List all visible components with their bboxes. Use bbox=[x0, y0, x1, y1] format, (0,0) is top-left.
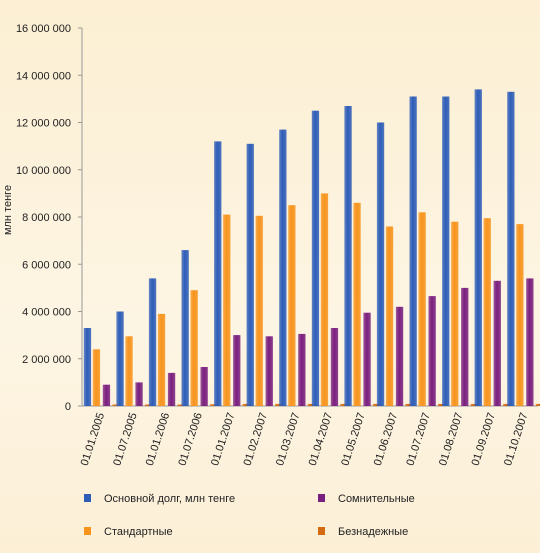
bar-01.07.2005-series-1 bbox=[116, 311, 124, 406]
bar-01.01.2005-series-1 bbox=[83, 328, 92, 406]
category-label: 01.08.2007 bbox=[437, 411, 465, 467]
bar-01.01.2006-series-1 bbox=[148, 278, 157, 406]
bar-01.03.2007-series-2 bbox=[288, 205, 296, 406]
bar-01.07.2007-series-2 bbox=[418, 212, 426, 406]
bar-01.01.2006-series-4 bbox=[177, 404, 185, 406]
bar-01.01.2007-series-2 bbox=[223, 214, 231, 406]
bar-01.07.2006-series-3 bbox=[200, 367, 208, 406]
y-axis-title: млн тенге bbox=[2, 185, 14, 235]
bar-01.06.2007-series-3 bbox=[395, 306, 404, 406]
y-tick-label: 0 bbox=[65, 401, 71, 413]
bar-01.01.2005-series-4 bbox=[112, 404, 120, 406]
y-tick-label: 10 000 000 bbox=[16, 165, 71, 177]
bar-01.05.2007-series-4 bbox=[372, 403, 381, 406]
bar-01.04.2007-series-4 bbox=[340, 403, 348, 406]
bar-01.08.2007-series-3 bbox=[461, 287, 469, 406]
bar-01.04.2007-series-2 bbox=[320, 193, 329, 406]
bar-01.07.2006-series-1 bbox=[181, 250, 189, 406]
bar-01.05.2007-series-3 bbox=[363, 312, 371, 406]
legend-label: Сомнительные bbox=[338, 493, 415, 505]
category-label: 01.07.2007 bbox=[404, 411, 432, 467]
bar-01.03.2007-series-3 bbox=[298, 333, 306, 406]
bar-01.04.2007-series-1 bbox=[311, 110, 320, 406]
category-label: 01.02.2007 bbox=[242, 411, 270, 467]
bar-01.02.2007-series-2 bbox=[255, 215, 263, 406]
bar-01.08.2007-series-2 bbox=[451, 221, 459, 406]
y-tick-label: 14 000 000 bbox=[16, 70, 71, 82]
bar-01.01.2007-series-3 bbox=[233, 335, 241, 406]
category-label: 01.01.2007 bbox=[209, 411, 237, 467]
bar-01.02.2007-series-1 bbox=[246, 143, 254, 407]
category-label: 01.06.2007 bbox=[372, 411, 400, 467]
category-label: 01.07.2005 bbox=[111, 411, 139, 467]
y-tick-label: 12 000 000 bbox=[16, 118, 71, 130]
category-label: 01.04.2007 bbox=[307, 411, 335, 467]
category-label: 01.10.2007 bbox=[502, 411, 530, 467]
bar-01.09.2007-series-3 bbox=[493, 280, 501, 406]
bar-01.02.2007-series-3 bbox=[265, 336, 273, 406]
bar-01.04.2007-series-3 bbox=[330, 328, 339, 406]
bar-01.10.2007-series-3 bbox=[526, 278, 534, 406]
y-tick-label: 4 000 000 bbox=[22, 307, 71, 319]
bar-01.06.2007-series-1 bbox=[376, 122, 385, 406]
legend-label: Безнадежные bbox=[338, 526, 408, 538]
bar-01.07.2006-series-4 bbox=[210, 404, 218, 406]
bar-01.10.2007-series-2 bbox=[516, 224, 524, 406]
bar-01.09.2007-series-2 bbox=[483, 218, 491, 406]
bars bbox=[83, 89, 540, 407]
legend-swatch bbox=[84, 527, 91, 535]
bar-01.07.2007-series-3 bbox=[428, 296, 436, 406]
category-label: 01.01.2005 bbox=[79, 411, 107, 467]
bar-01.07.2007-series-1 bbox=[409, 96, 417, 406]
y-tick-label: 16 000 000 bbox=[16, 23, 71, 35]
bar-01.07.2005-series-2 bbox=[125, 336, 133, 406]
legend-label: Стандартные bbox=[104, 526, 173, 538]
category-label: 01.01.2006 bbox=[144, 411, 172, 467]
category-labels: 01.01.2005 01.07.2005 01.01.2006 01.07.2006… bbox=[79, 411, 531, 467]
legend-swatch bbox=[84, 494, 91, 502]
legend-label: Основной долг, млн тенге bbox=[104, 493, 235, 505]
bar-01.09.2007-series-1 bbox=[474, 89, 482, 407]
bar-01.01.2006-series-3 bbox=[167, 372, 176, 406]
bar-01.01.2005-series-3 bbox=[102, 384, 111, 406]
bar-01.06.2007-series-4 bbox=[405, 403, 413, 406]
bar-01.05.2007-series-1 bbox=[344, 106, 352, 406]
category-label: 01.07.2006 bbox=[176, 411, 204, 467]
bar-01.02.2007-series-4 bbox=[275, 403, 283, 406]
y-tick-labels: 0 2 000 000 4 000 000 6 000 000 8 000 000 10 … bbox=[16, 23, 82, 413]
legend-swatch bbox=[318, 527, 325, 535]
bar-01.07.2007-series-4 bbox=[438, 403, 446, 406]
bar-01.07.2006-series-2 bbox=[190, 290, 198, 406]
bar-01.08.2007-series-1 bbox=[442, 96, 450, 406]
legend: Основной долг, млн тенге Стандартные Сомни… bbox=[84, 493, 415, 538]
bar-01.10.2007-series-4 bbox=[535, 403, 540, 406]
bar-01.01.2006-series-2 bbox=[157, 313, 166, 406]
category-label: 01.05.2007 bbox=[339, 411, 367, 467]
bar-01.07.2005-series-4 bbox=[144, 404, 153, 406]
legend-swatch bbox=[318, 494, 325, 502]
bar-01.08.2007-series-4 bbox=[470, 403, 478, 406]
bar-01.05.2007-series-2 bbox=[353, 202, 361, 406]
category-label: 01.09.2007 bbox=[470, 411, 498, 467]
bar-01.07.2005-series-3 bbox=[135, 382, 143, 406]
bar-01.01.2005-series-2 bbox=[92, 349, 101, 406]
category-label: 01.03.2007 bbox=[274, 411, 302, 467]
bar-01.01.2007-series-4 bbox=[242, 403, 250, 406]
bar-01.03.2007-series-1 bbox=[279, 129, 287, 406]
y-tick-label: 8 000 000 bbox=[22, 212, 71, 224]
bar-01.01.2007-series-1 bbox=[214, 141, 222, 406]
y-tick-label: 6 000 000 bbox=[22, 259, 71, 271]
bar-01.10.2007-series-1 bbox=[507, 91, 515, 407]
bar-01.09.2007-series-4 bbox=[503, 403, 511, 406]
bar-01.06.2007-series-2 bbox=[385, 226, 394, 406]
y-tick-label: 2 000 000 bbox=[22, 354, 71, 366]
bar-01.03.2007-series-4 bbox=[307, 403, 315, 406]
